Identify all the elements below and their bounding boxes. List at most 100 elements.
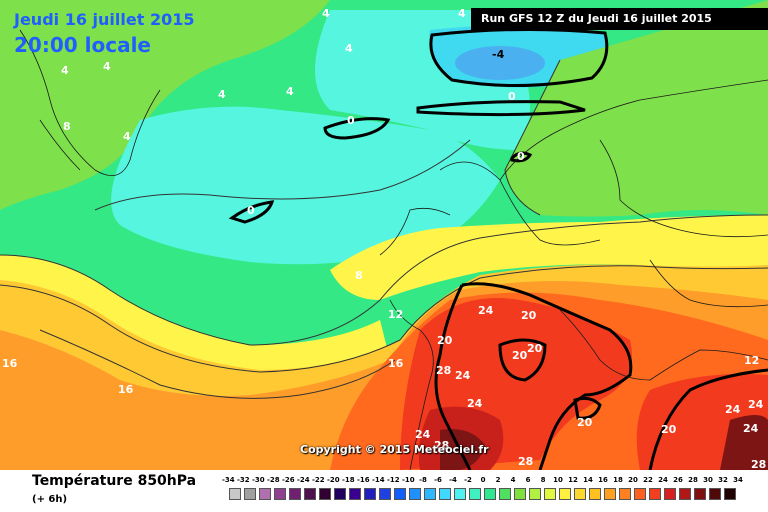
scale-tick-label: 18 (613, 476, 623, 484)
scale-tick-label: 32 (718, 476, 728, 484)
scale-tick-label: -2 (464, 476, 472, 484)
scale-color-swatch (349, 488, 361, 500)
scale-tick-label: -12 (387, 476, 400, 484)
contour-label: 24 (478, 304, 494, 317)
contour-label: 4 (322, 7, 330, 20)
yellow-band-north (330, 215, 768, 300)
copyright-label: Copyright © 2015 Meteociel.fr (300, 443, 489, 456)
scale-color-swatch (544, 488, 556, 500)
contour-label: 24 (748, 398, 764, 411)
scale-tick-label: 26 (673, 476, 683, 484)
scale-color-swatch (424, 488, 436, 500)
contour-label: 16 (2, 357, 18, 370)
scale-color-swatch (574, 488, 586, 500)
scale-tick-label: 28 (688, 476, 698, 484)
scale-color-swatch (304, 488, 316, 500)
contour-label: -4 (492, 48, 505, 61)
scale-tick-label: -4 (449, 476, 457, 484)
scale-color-swatch (229, 488, 241, 500)
contour-label: 8 (63, 120, 71, 133)
scale-color-swatch (529, 488, 541, 500)
coldest-core (455, 46, 545, 80)
scale-tick-label: 16 (598, 476, 608, 484)
contour-label: 4 (218, 88, 226, 101)
contour-label: 20 (521, 309, 537, 322)
scale-color-swatch (499, 488, 511, 500)
maroon-core-east (720, 415, 768, 470)
scale-tick-label: -6 (434, 476, 442, 484)
contour-label: 16 (388, 357, 404, 370)
cool-air-zone (111, 106, 501, 265)
scale-color-swatch (514, 488, 526, 500)
contour-label: 20 (577, 416, 593, 429)
scale-color-swatch (724, 488, 736, 500)
contour-label: 28 (518, 455, 533, 468)
scale-tick-label: -18 (342, 476, 355, 484)
contour-label: 24 (415, 428, 431, 441)
scale-tick-label: -8 (419, 476, 427, 484)
contour-label: 0 (508, 90, 516, 103)
scale-tick-label: 22 (643, 476, 653, 484)
scale-color-swatch (454, 488, 466, 500)
scale-color-swatch (319, 488, 331, 500)
scale-color-swatch (709, 488, 721, 500)
scale-tick-label: -34 (222, 476, 235, 484)
scale-tick-label: 30 (703, 476, 713, 484)
scale-color-swatch (694, 488, 706, 500)
scale-tick-label: -30 (252, 476, 265, 484)
maroon-core (440, 429, 485, 470)
contour-label: 12 (388, 308, 403, 321)
scale-color-swatch (274, 488, 286, 500)
scale-color-swatch (664, 488, 676, 500)
contour-label: 4 (458, 7, 466, 20)
scale-color-swatch (289, 488, 301, 500)
bold-isotherms (228, 27, 768, 470)
scale-color-swatch (619, 488, 631, 500)
contour-label: 28 (751, 458, 766, 470)
scale-color-swatch (394, 488, 406, 500)
scale-color-swatch (379, 488, 391, 500)
color-scale-legend: -34 -32 -30 -28 -26 -24 -22 -20 -18 -16 -14 -12 -10-… (222, 476, 750, 512)
scale-tick-label: 12 (568, 476, 578, 484)
scale-tick-label: -26 (282, 476, 295, 484)
greenland-warm-area (0, 0, 330, 210)
isotherm-lines (0, 59, 768, 399)
forecast-offset: (+ 6h) (32, 494, 68, 505)
scale-tick-label: 14 (583, 476, 593, 484)
scale-tick-label: 20 (628, 476, 638, 484)
scale-color-swatch (439, 488, 451, 500)
contour-label: 20 (661, 423, 677, 436)
contour-label: 12 (744, 354, 759, 367)
scale-tick-label: -14 (372, 476, 385, 484)
contour-label: 24 (743, 422, 759, 435)
contour-label: 0 (517, 150, 525, 163)
scale-tick-label: -28 (267, 476, 280, 484)
scale-color-swatch (484, 488, 496, 500)
local-time-label: 20:00 locale (14, 33, 151, 57)
scale-tick-label: 6 (525, 476, 531, 484)
contour-label: 28 (434, 439, 449, 452)
temperature-map: 4 4 4 4 4 4 4 4 -4 0 0 0 0 8 8 12 12 16 … (0, 0, 768, 470)
contour-label: 24 (467, 397, 483, 410)
scale-color-swatch (469, 488, 481, 500)
scale-color-swatch (679, 488, 691, 500)
scale-tick-label: -10 (402, 476, 415, 484)
contour-label: 20 (512, 349, 528, 362)
scale-color-swatch (334, 488, 346, 500)
scale-color-swatch (649, 488, 661, 500)
scale-color-swatch (589, 488, 601, 500)
scale-color-swatch (364, 488, 376, 500)
contour-label: 4 (61, 64, 69, 77)
coastlines (19, 29, 768, 470)
scale-tick-label: 0 (480, 476, 486, 484)
scale-tick-label: 4 (510, 476, 516, 484)
contour-labels: 4 4 4 4 4 4 4 4 -4 0 0 0 0 8 8 12 12 16 … (2, 7, 766, 470)
scale-tick-label: 8 (540, 476, 546, 484)
contour-label: 0 (247, 204, 255, 217)
scandinavia-lime (505, 0, 768, 217)
scale-tick-label: -20 (327, 476, 340, 484)
contour-label: 4 (345, 42, 353, 55)
contour-label: 28 (436, 364, 451, 377)
map-title: Température 850hPa (32, 473, 197, 489)
scale-tick-label: 34 (733, 476, 743, 484)
